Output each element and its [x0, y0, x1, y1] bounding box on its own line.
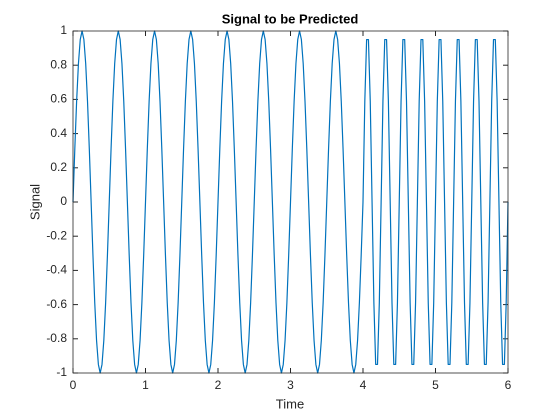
y-tick-label: -0.2: [46, 228, 67, 242]
y-tick-label: -0.4: [46, 263, 67, 277]
y-tick-label: 0: [60, 194, 67, 208]
y-tick-label: 1: [60, 23, 67, 37]
y-tick-label: 0.2: [50, 160, 67, 174]
y-tick-label: 0.6: [50, 92, 67, 106]
y-tick-label: -0.8: [46, 331, 67, 345]
x-tick-label: 1: [142, 378, 149, 392]
chart-title: Signal to be Predicted: [222, 11, 359, 26]
y-tick-label: 0.4: [50, 126, 67, 140]
x-tick-label: 4: [360, 378, 367, 392]
x-tick-label: 2: [215, 378, 222, 392]
x-tick-label: 6: [505, 378, 512, 392]
x-tick-label: 0: [70, 378, 77, 392]
y-tick-label: -1: [56, 365, 67, 379]
axes-box: [72, 30, 509, 374]
y-tick-label: -0.6: [46, 297, 67, 311]
y-tick-label: 0.8: [50, 57, 67, 71]
x-tick-label: 5: [432, 378, 439, 392]
signal-line: [72, 30, 509, 374]
x-axis-label: Time: [276, 396, 304, 411]
y-axis-label: Signal: [27, 184, 42, 220]
x-tick-label: 3: [287, 378, 294, 392]
